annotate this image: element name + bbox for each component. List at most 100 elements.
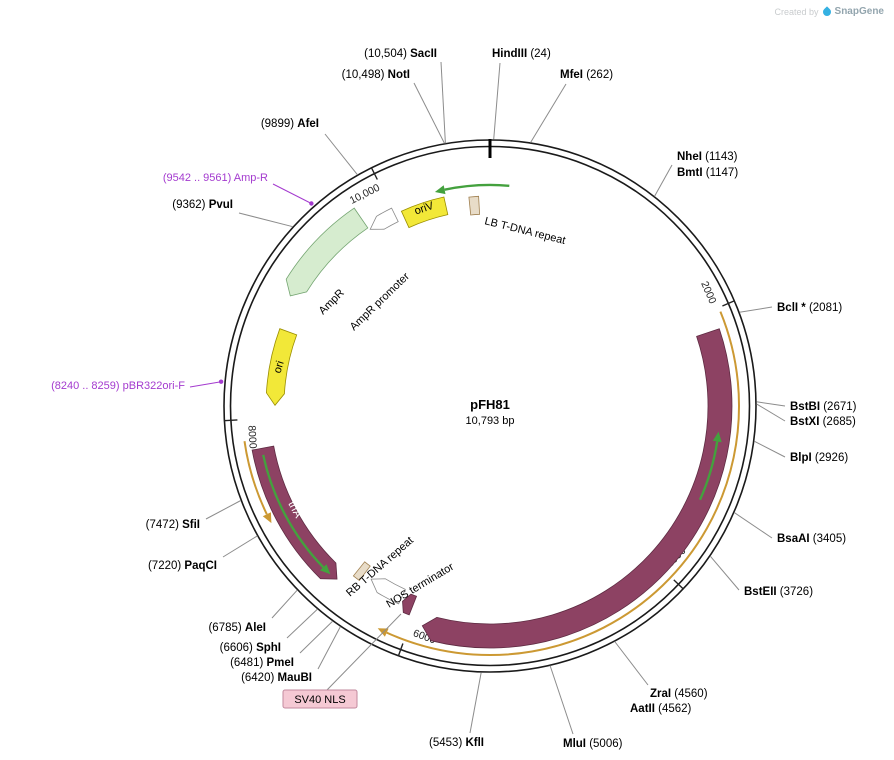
site-pos-post: (2926) <box>812 452 849 464</box>
feature-nos[interactable] <box>370 578 406 605</box>
site-name: AatII <box>630 703 655 715</box>
site-name: MluI <box>563 738 586 750</box>
scale-tick-8000 <box>223 419 238 422</box>
primer-marker <box>309 201 314 206</box>
site-label-PaqCI[interactable]: (7220) PaqCI <box>148 560 217 572</box>
site-pos-post: (3405) <box>810 533 847 545</box>
site-name: BstXI <box>790 416 819 428</box>
site-label-BclI *[interactable]: BclI * (2081) <box>777 302 842 314</box>
site-label-SfiI[interactable]: (7472) SfiI <box>146 519 200 531</box>
site-name: BsaAI <box>777 533 810 545</box>
site-line-BstXI <box>756 403 786 422</box>
site-pos-post: (2081) <box>806 302 843 314</box>
site-line-SfiI <box>205 500 242 520</box>
site-label-BstEII[interactable]: BstEII (3726) <box>744 586 813 598</box>
site-label-SphI[interactable]: (6606) SphI <box>220 642 281 654</box>
site-label-HindIII[interactable]: HindIII (24) <box>492 48 551 60</box>
site-line-MfeI <box>530 83 567 143</box>
feature-lb[interactable] <box>468 195 481 216</box>
site-label-NheI[interactable]: NheI (1143) <box>677 151 738 163</box>
site-name: BstBI <box>790 401 820 413</box>
site-line-PaqCI <box>222 535 258 558</box>
site-line-BstEII <box>709 555 740 591</box>
site-pos-post: (1147) <box>703 167 739 179</box>
scale-tick-4000 <box>673 579 685 590</box>
site-line-BstBI <box>756 401 786 407</box>
site-pos-pre: (6606) <box>220 642 256 654</box>
site-label-BmtI[interactable]: BmtI (1147) <box>677 167 738 179</box>
site-name: BlpI <box>790 452 812 464</box>
site-name: ZraI <box>650 688 671 700</box>
feature-ampr[interactable] <box>285 207 369 297</box>
site-name: SacII <box>410 48 437 60</box>
site-label-AleI[interactable]: (6785) AleI <box>208 622 266 634</box>
feature-ori[interactable] <box>265 328 298 406</box>
snapgene-drop-icon <box>820 5 833 18</box>
site-pos-pre: (6420) <box>241 672 277 684</box>
site-pos-pre: (9899) <box>261 118 297 130</box>
site-label-ZraI[interactable]: ZraI (4560) <box>650 688 708 700</box>
site-label-SacII[interactable]: (10,504) SacII <box>364 48 437 60</box>
primer-label[interactable]: (8240 .. 8259) pBR322ori-F <box>51 380 185 392</box>
feature-rb[interactable] <box>352 561 371 582</box>
primer-line <box>189 381 222 388</box>
site-label-NotI[interactable]: (10,498) NotI <box>342 69 410 81</box>
site-pos-post: (4562) <box>655 703 692 715</box>
site-line-AleI <box>271 589 298 619</box>
site-pos-post: (1143) <box>702 151 738 163</box>
site-name: SfiI <box>182 519 200 531</box>
feature-oriv[interactable] <box>400 196 449 229</box>
site-pos-post: (2671) <box>820 401 857 413</box>
feature-trfa[interactable] <box>251 445 338 580</box>
site-pos-pre: (7472) <box>146 519 182 531</box>
watermark: Created by SnapGene <box>774 5 884 18</box>
site-label-PmeI[interactable]: (6481) PmeI <box>230 657 294 669</box>
primer-label[interactable]: (9542 .. 9561) Amp-R <box>163 172 268 184</box>
feature-label-nls[interactable]: SV40 NLS <box>294 694 345 706</box>
feature-label-ampr[interactable]: AmpR <box>317 287 347 317</box>
site-name: NotI <box>388 69 410 81</box>
site-label-MfeI[interactable]: MfeI (262) <box>560 69 613 81</box>
feature-label-lb[interactable]: LB T-DNA repeat <box>483 215 566 247</box>
green-arrow-trfa-shaft <box>262 454 325 569</box>
sv40-nls-label-box[interactable] <box>282 689 358 709</box>
site-pos-post: (24) <box>527 48 551 60</box>
site-label-AfeI[interactable]: (9899) AfeI <box>261 118 319 130</box>
watermark-created-by: Created by <box>774 6 819 17</box>
site-label-BstBI[interactable]: BstBI (2671) <box>790 401 857 413</box>
site-label-KflI[interactable]: (5453) KflI <box>429 737 484 749</box>
site-pos-pre: (6481) <box>230 657 266 669</box>
feature-label-ori[interactable]: ori <box>272 360 287 375</box>
site-label-AatII[interactable]: AatII (4562) <box>630 703 692 715</box>
site-pos-pre: (5453) <box>429 737 465 749</box>
scale-label-2000: 2000 <box>698 280 718 306</box>
green-arrow-top-shaft <box>444 183 510 191</box>
green-arrow-trfa-head <box>320 564 331 575</box>
site-label-BlpI[interactable]: BlpI (2926) <box>790 452 848 464</box>
site-name: PmeI <box>267 657 295 669</box>
feature-label-amprprom[interactable]: AmpR promoter <box>348 270 412 333</box>
site-label-BstXI[interactable]: BstXI (2685) <box>790 416 856 428</box>
green-arrow-top-head <box>434 185 446 195</box>
site-line-NotI <box>413 82 445 144</box>
site-name: BstEII <box>744 586 777 598</box>
site-name: SphI <box>256 642 281 654</box>
site-name: MfeI <box>560 69 583 81</box>
site-label-BsaAI[interactable]: BsaAI (3405) <box>777 533 846 545</box>
site-pos-pre: (9362) <box>172 199 208 211</box>
site-label-MauBI[interactable]: (6420) MauBI <box>241 672 312 684</box>
site-line-NheI <box>654 164 673 197</box>
site-name: AleI <box>245 622 266 634</box>
feature-amprprom[interactable] <box>369 207 399 230</box>
site-label-PvuI[interactable]: (9362) PvuI <box>172 199 233 211</box>
plasmid-name: pFH81 <box>470 397 510 412</box>
scale-tick-2000 <box>722 299 736 307</box>
site-label-MluI[interactable]: MluI (5006) <box>563 738 623 750</box>
feature-cas9[interactable] <box>421 328 733 649</box>
site-name: BmtI <box>677 167 703 179</box>
feature-nls[interactable] <box>402 593 418 616</box>
site-pos-post: (262) <box>583 69 613 81</box>
site-line-ZraI <box>614 641 649 686</box>
